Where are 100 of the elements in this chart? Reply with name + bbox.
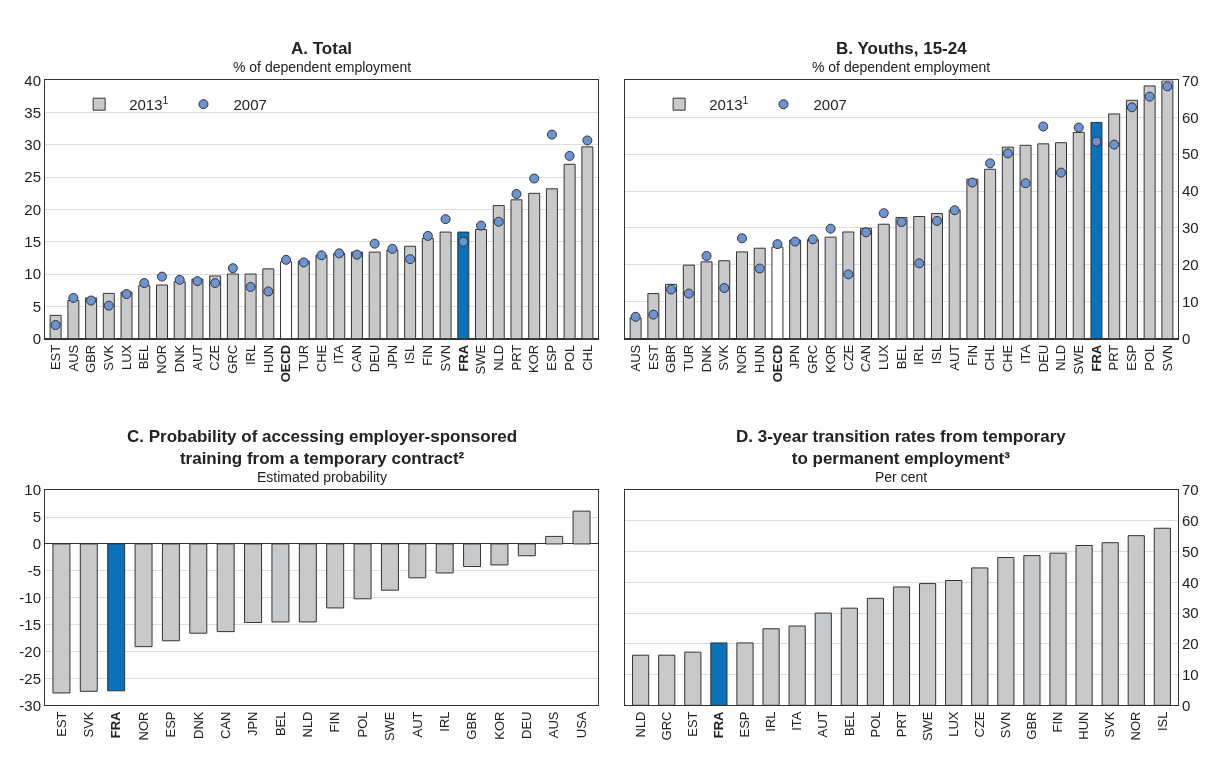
legend-label: 2013$^{1}$ [129, 93, 169, 114]
x-tick-label: HUN [751, 344, 767, 373]
y2-tick-label: 10 [1182, 665, 1199, 683]
point [772, 239, 783, 250]
y2-tick-label: 70 [1182, 71, 1199, 89]
x-tick-label: BEL [136, 344, 152, 370]
point [263, 286, 274, 297]
point [546, 129, 557, 140]
x-tick-label: TUR [681, 344, 697, 372]
legend-label: 2007 [233, 96, 267, 114]
x-tick-label: POL [354, 711, 370, 738]
point [1020, 178, 1031, 189]
point [736, 233, 747, 244]
x-tick-label: ISL [1154, 711, 1170, 732]
x-tick-label: CAN [858, 344, 874, 373]
x-tick-label: POL [561, 344, 577, 371]
legend-label: 2007 [813, 96, 847, 114]
y2-tick-label: 50 [1182, 542, 1199, 560]
point [1091, 136, 1102, 147]
point [405, 254, 416, 265]
x-tick-label: GRC [805, 344, 821, 374]
x-tick-label: FIN [420, 344, 436, 366]
x-tick-label: SVN [998, 711, 1014, 739]
point [630, 311, 641, 322]
x-tick-label: NOR [135, 711, 151, 741]
x-tick-label: GRC [658, 711, 674, 741]
x-tick-label: EST [47, 344, 63, 371]
x-tick-label: EST [685, 711, 701, 737]
y2-tick-label: 60 [1182, 108, 1199, 126]
x-tick-label: CHL [579, 344, 595, 371]
chart-subtitle: Estimated probability [257, 469, 387, 485]
x-tick-label: LUX [945, 711, 961, 737]
point [564, 150, 575, 161]
x-tick-label: OECD [769, 344, 785, 383]
point [156, 271, 167, 282]
x-tick-label: GRC [225, 344, 241, 374]
x-tick-label: IRL [242, 344, 258, 365]
y-tick-label: 5 [32, 297, 41, 315]
x-tick-label: AUS [627, 344, 643, 372]
x-tick-label: SWE [919, 711, 935, 742]
x-tick-label: FRA [1088, 344, 1104, 372]
x-tick-label: CZE [840, 344, 856, 371]
point [529, 173, 540, 184]
chart-subtitle: Per cent [875, 469, 928, 485]
x-tick-label: KOR [822, 344, 838, 373]
point [351, 249, 362, 260]
point [227, 263, 238, 274]
point [476, 220, 487, 231]
x-tick-label: CHL [982, 344, 998, 371]
x-tick-label: ISL [402, 344, 418, 365]
x-tick-label: ISL [929, 344, 945, 365]
x-tick-label: CZE [971, 711, 987, 738]
point [1162, 81, 1173, 92]
x-tick-label: FIN [327, 711, 343, 733]
x-tick-label: CZE [207, 344, 223, 371]
x-tick-label: CAN [349, 344, 365, 373]
y-tick-label: 10 [24, 481, 41, 499]
x-tick-label: JPN [245, 711, 261, 737]
x-tick-label: HUN [1076, 711, 1092, 740]
y2-tick-label: 30 [1182, 604, 1199, 622]
x-tick-label: AUT [815, 711, 831, 738]
x-tick-label: USA [573, 711, 589, 739]
x-tick-label: BEL [893, 344, 909, 370]
y2-tick-label: 30 [1182, 219, 1199, 237]
x-tick-label: ESP [737, 711, 753, 738]
point [121, 289, 132, 300]
y-tick-label: -10 [19, 588, 41, 606]
x-tick-label: FRA [455, 344, 471, 372]
x-tick-label: FIN [1050, 711, 1066, 733]
y-tick-label: 30 [24, 136, 41, 154]
x-tick-label: DNK [171, 344, 187, 373]
x-tick-label: SVK [101, 344, 117, 371]
x-tick-label: SVN [1159, 344, 1175, 372]
point [1056, 167, 1067, 178]
x-tick-label: JPN [384, 344, 400, 370]
y-tick-label: -30 [19, 696, 41, 714]
y2-tick-label: 40 [1182, 573, 1199, 591]
y-tick-label: -5 [27, 562, 41, 580]
point [440, 214, 451, 225]
x-tick-label: FIN [964, 344, 980, 366]
point [807, 234, 818, 245]
x-tick-label: DEU [1035, 344, 1051, 373]
chart-title: C. Probability of accessing employer-sponsored training from a temporary contract² [127, 427, 518, 469]
point [949, 205, 960, 216]
point [1002, 148, 1013, 159]
y-tick-label: -20 [19, 642, 41, 660]
point [1109, 139, 1120, 150]
point [914, 258, 925, 269]
point [139, 278, 150, 289]
x-tick-label: DEU [519, 711, 535, 739]
x-tick-label: NLD [1053, 344, 1069, 371]
point [878, 208, 889, 219]
point [754, 263, 765, 274]
legend-label: 2013$^{1}$ [709, 93, 749, 114]
x-tick-label: ESP [544, 344, 560, 371]
point [174, 274, 185, 285]
x-tick-label: ITA [1017, 344, 1033, 365]
point [369, 238, 380, 249]
x-tick-label: CAN [217, 711, 233, 739]
y2-tick-label: 50 [1182, 145, 1199, 163]
